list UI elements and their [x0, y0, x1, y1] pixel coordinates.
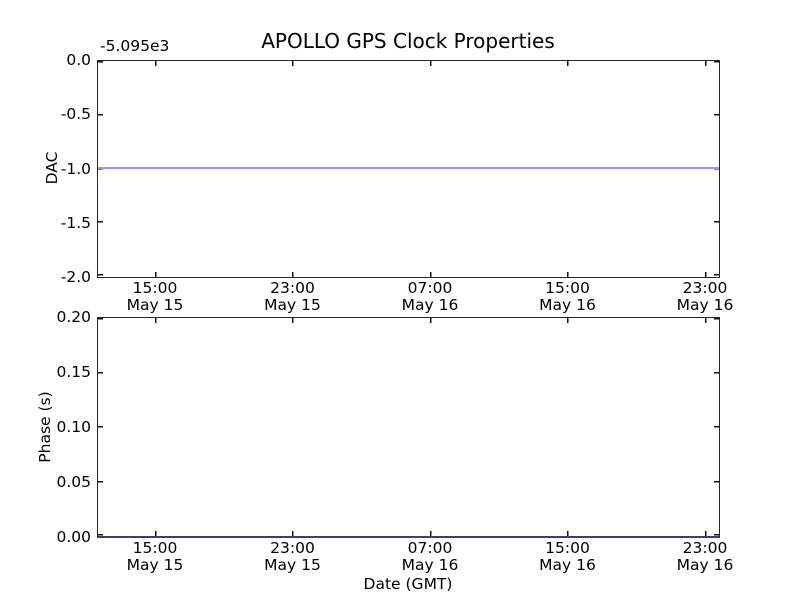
x-tick-time: 15:00 — [545, 539, 590, 557]
chart-title: APOLLO GPS Clock Properties — [261, 29, 555, 53]
x-tick-time: 15:00 — [132, 279, 178, 297]
x-tick-date: May 16 — [539, 295, 596, 314]
x-tick-time: 23:00 — [682, 279, 728, 297]
x-tick-date: May 15 — [264, 295, 321, 314]
x-tick-marks-top-spine — [98, 61, 719, 66]
x-tick-label: 23:00 May 15 — [247, 280, 339, 313]
x-tick-date: May 16 — [401, 295, 459, 314]
phase-y-axis-label: Phase (s) — [36, 391, 54, 463]
x-tick-label: 07:00 May 16 — [384, 280, 476, 313]
y-tick-marks-left-spine — [98, 318, 103, 536]
y-axis-offset-text: -5.095e3 — [100, 37, 170, 55]
x-tick-date: May 15 — [126, 295, 184, 314]
x-tick-marks-top-spine — [98, 318, 719, 323]
dac-y-axis-label: DAC — [43, 151, 61, 185]
dac-ytick-label: 0.0 — [66, 51, 91, 69]
dac-ytick-label: -1.5 — [60, 213, 91, 232]
x-tick-date: May 16 — [401, 555, 459, 574]
phase-ytick-label: 0.10 — [56, 418, 91, 436]
x-tick-label: 23:00 May 16 — [659, 540, 751, 573]
x-tick-label: 15:00 May 16 — [522, 540, 614, 573]
x-axis-label: Date (GMT) — [363, 575, 453, 593]
x-tick-marks-bottom-spine — [98, 531, 719, 536]
x-tick-time: 23:00 — [682, 539, 728, 557]
x-tick-label: 15:00 May 15 — [109, 280, 201, 313]
x-tick-time: 23:00 — [270, 539, 315, 557]
x-tick-date: May 15 — [264, 555, 321, 574]
dac-ytick-label: -1.0 — [60, 159, 91, 178]
x-tick-time: 07:00 — [407, 539, 453, 557]
phase-ytick-label: 0.20 — [56, 308, 91, 326]
x-tick-marks-bottom-spine — [98, 272, 719, 277]
phase-ytick-label: 0.15 — [56, 363, 91, 381]
y-tick-marks-right-spine — [714, 61, 719, 277]
x-tick-date: May 16 — [676, 555, 734, 574]
dac-data-line — [98, 167, 719, 169]
y-tick-marks-left-spine — [98, 61, 103, 277]
x-tick-time: 15:00 — [132, 539, 178, 557]
x-tick-label: 23:00 May 16 — [659, 280, 751, 313]
x-tick-time: 07:00 — [407, 279, 453, 297]
x-tick-label: 23:00 May 15 — [247, 540, 339, 573]
phase-ytick-label: 0.05 — [56, 473, 91, 491]
dac-ytick-label: -2.0 — [60, 268, 91, 286]
plot-area-phase — [97, 317, 720, 538]
x-tick-time: 15:00 — [545, 279, 590, 297]
x-tick-date: May 16 — [539, 555, 596, 574]
y-tick-marks-right-spine — [714, 318, 719, 536]
dac-ytick-label: -0.5 — [60, 105, 91, 124]
x-tick-label: 15:00 May 15 — [109, 540, 201, 573]
phase-ytick-label: 0.00 — [56, 528, 91, 546]
x-tick-date: May 15 — [126, 555, 184, 574]
x-tick-time: 23:00 — [270, 279, 315, 297]
plot-area-dac — [97, 60, 720, 278]
x-tick-label: 15:00 May 16 — [522, 280, 614, 313]
x-tick-label: 07:00 May 16 — [384, 540, 476, 573]
x-tick-date: May 16 — [676, 295, 734, 314]
